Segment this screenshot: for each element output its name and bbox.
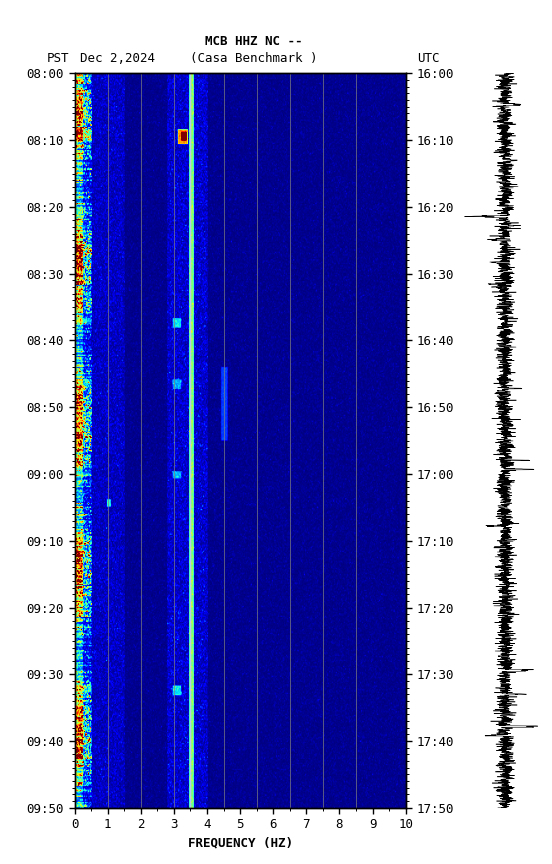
Text: MCB HHZ NC --: MCB HHZ NC -- xyxy=(205,35,302,48)
Text: (Casa Benchmark ): (Casa Benchmark ) xyxy=(190,52,317,65)
Text: Dec 2,2024: Dec 2,2024 xyxy=(80,52,155,65)
Text: UTC: UTC xyxy=(417,52,439,65)
Text: PST: PST xyxy=(46,52,69,65)
X-axis label: FREQUENCY (HZ): FREQUENCY (HZ) xyxy=(188,837,293,850)
